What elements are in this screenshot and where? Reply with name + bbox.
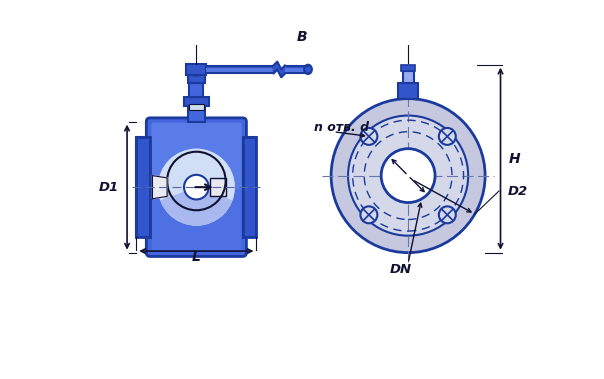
- Circle shape: [381, 149, 435, 202]
- Circle shape: [361, 128, 378, 145]
- Bar: [244, 137, 257, 237]
- Bar: [188, 104, 204, 110]
- Bar: [403, 71, 414, 83]
- Bar: [188, 72, 205, 83]
- Text: H: H: [508, 152, 520, 166]
- Bar: [152, 123, 241, 251]
- FancyBboxPatch shape: [151, 122, 242, 190]
- Text: L: L: [192, 250, 201, 264]
- Bar: [398, 83, 418, 99]
- Bar: [285, 66, 308, 73]
- Bar: [137, 137, 150, 237]
- Circle shape: [439, 128, 456, 145]
- Bar: [207, 66, 274, 73]
- Circle shape: [439, 206, 456, 223]
- Bar: [184, 97, 208, 106]
- Text: DN: DN: [390, 263, 411, 276]
- Bar: [243, 137, 257, 237]
- FancyBboxPatch shape: [146, 118, 246, 257]
- Bar: [285, 68, 308, 72]
- Bar: [137, 137, 149, 237]
- Bar: [210, 178, 226, 196]
- Circle shape: [361, 206, 378, 223]
- Wedge shape: [160, 187, 233, 226]
- Ellipse shape: [188, 69, 205, 75]
- Bar: [243, 137, 257, 237]
- Bar: [187, 64, 207, 75]
- Circle shape: [331, 99, 485, 253]
- Text: B: B: [297, 30, 307, 44]
- Ellipse shape: [304, 65, 312, 74]
- Circle shape: [184, 175, 208, 199]
- Text: D2: D2: [508, 185, 528, 197]
- Bar: [152, 178, 167, 196]
- Circle shape: [158, 149, 235, 226]
- Text: n отв. d: n отв. d: [314, 121, 369, 134]
- Bar: [190, 83, 204, 97]
- Text: D1: D1: [99, 181, 120, 194]
- Circle shape: [348, 116, 468, 236]
- Bar: [137, 137, 150, 237]
- Polygon shape: [152, 175, 167, 199]
- Bar: [188, 106, 205, 122]
- Bar: [401, 65, 415, 71]
- Bar: [207, 68, 274, 72]
- Circle shape: [158, 149, 235, 226]
